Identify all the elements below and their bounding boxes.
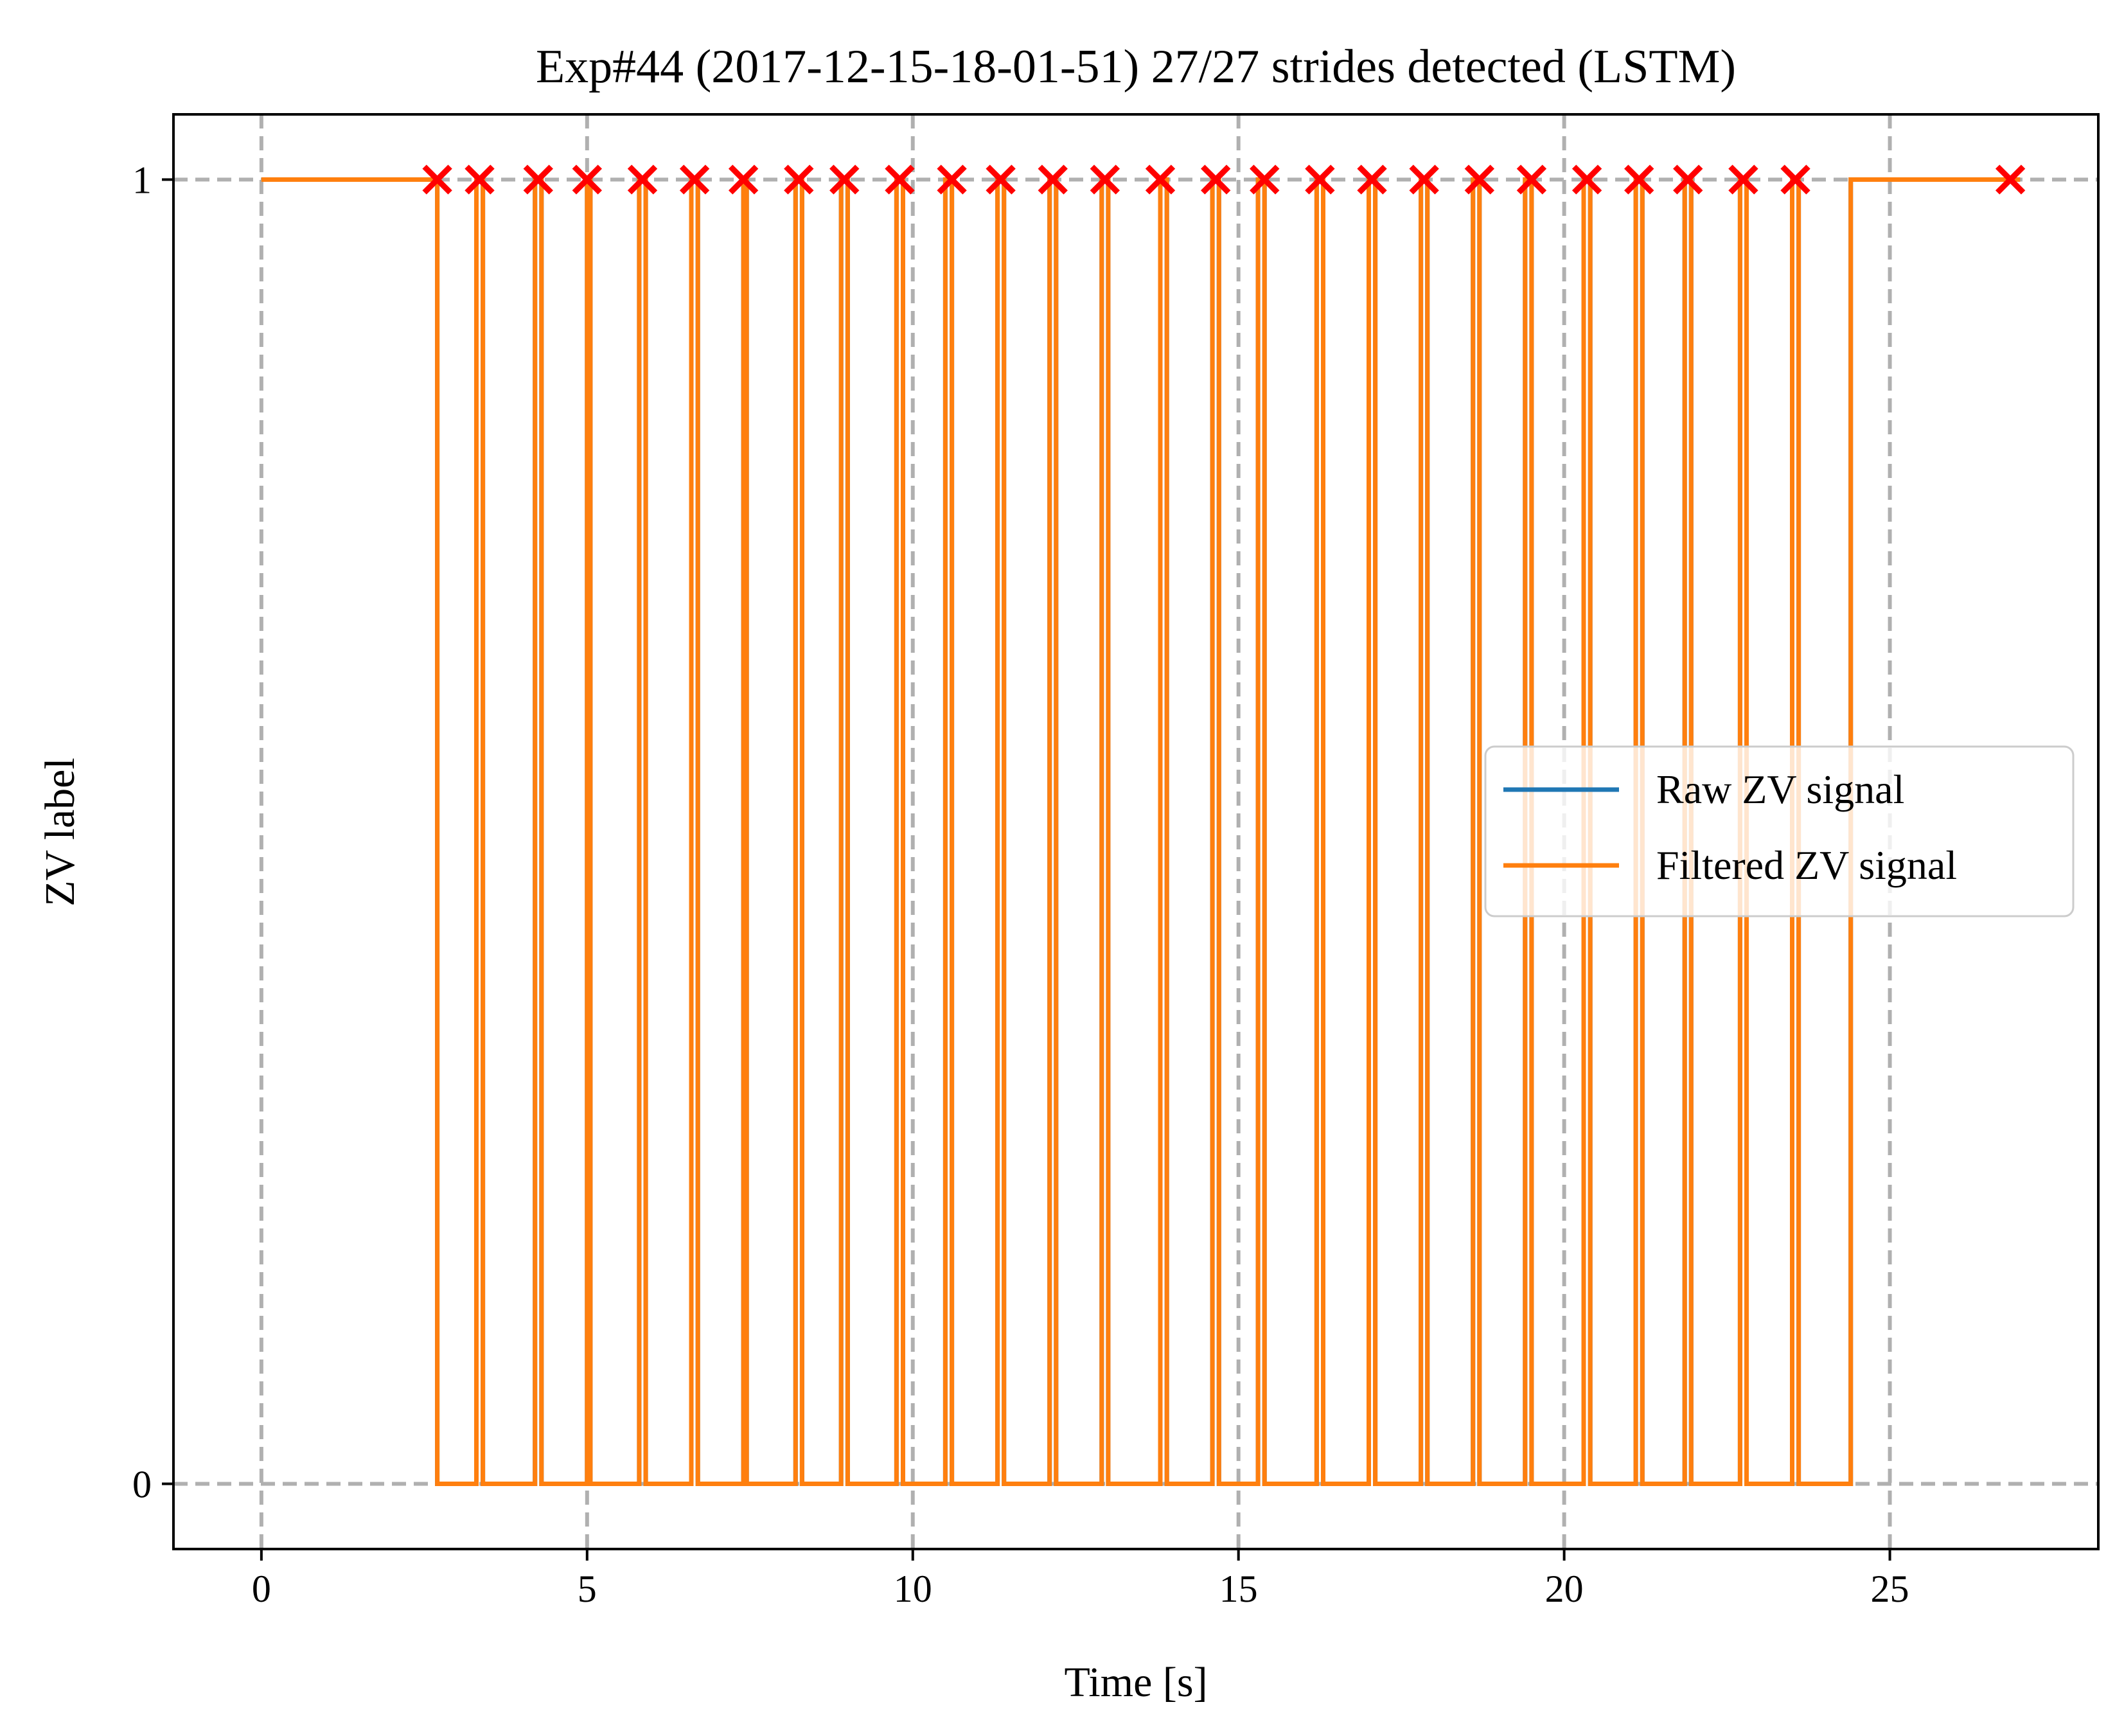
stride-marker bbox=[728, 164, 759, 195]
legend-label-raw: Raw ZV signal bbox=[1656, 766, 1904, 812]
stride-marker-stroke bbox=[986, 164, 1016, 195]
stride-marker bbox=[1516, 164, 1547, 195]
stride-marker bbox=[1995, 164, 2026, 195]
ticks: 0 5 10 15 20 25 0 1 bbox=[132, 159, 1909, 1611]
x-tick-label: 10 bbox=[894, 1568, 932, 1610]
legend-label-filtered: Filtered ZV signal bbox=[1656, 842, 1957, 888]
x-tick-label: 0 bbox=[252, 1568, 271, 1610]
stride-marker bbox=[572, 164, 602, 195]
stride-marker bbox=[1145, 164, 1176, 195]
stride-marker-stroke bbox=[627, 164, 658, 195]
stride-marker-stroke bbox=[1250, 164, 1280, 195]
stride-marker-stroke bbox=[1409, 164, 1439, 195]
stride-marker-stroke bbox=[572, 164, 602, 195]
stride-marker bbox=[1090, 164, 1120, 195]
stride-marker-stroke bbox=[885, 164, 915, 195]
stride-marker-stroke bbox=[1090, 164, 1120, 195]
stride-marker-stroke bbox=[1201, 164, 1231, 195]
x-tick-label: 20 bbox=[1545, 1568, 1584, 1610]
stride-marker-stroke bbox=[1780, 164, 1810, 195]
stride-marker-stroke bbox=[1305, 164, 1335, 195]
y-tick-label: 0 bbox=[132, 1464, 152, 1506]
x-tick-label: 25 bbox=[1871, 1568, 1909, 1610]
stride-marker bbox=[986, 164, 1016, 195]
stride-marker-stroke bbox=[523, 164, 553, 195]
stride-marker-stroke bbox=[1995, 164, 2026, 195]
stride-marker-stroke bbox=[784, 164, 814, 195]
stride-marker bbox=[1250, 164, 1280, 195]
y-tick-label: 1 bbox=[132, 159, 152, 202]
stride-marker-stroke bbox=[1357, 164, 1387, 195]
stride-marker-stroke bbox=[465, 164, 495, 195]
stride-marker-stroke bbox=[1038, 164, 1068, 195]
stride-marker bbox=[1464, 164, 1495, 195]
stride-marker-stroke bbox=[1571, 164, 1602, 195]
stride-marker-stroke bbox=[1728, 164, 1758, 195]
stride-marker bbox=[885, 164, 915, 195]
stride-marker-stroke bbox=[1516, 164, 1547, 195]
stride-marker-stroke bbox=[829, 164, 860, 195]
stride-marker bbox=[627, 164, 658, 195]
stride-marker bbox=[829, 164, 860, 195]
stride-marker-stroke bbox=[728, 164, 759, 195]
stride-marker bbox=[1673, 164, 1703, 195]
stride-marker bbox=[1780, 164, 1810, 195]
legend: Raw ZV signal Filtered ZV signal bbox=[1484, 745, 2075, 917]
stride-markers bbox=[422, 164, 2026, 195]
stride-marker bbox=[422, 164, 452, 195]
x-tick-label: 5 bbox=[578, 1568, 597, 1610]
stride-marker bbox=[1728, 164, 1758, 195]
axes-frame bbox=[172, 113, 2100, 1550]
stride-marker-stroke bbox=[1673, 164, 1703, 195]
stride-marker bbox=[465, 164, 495, 195]
legend-box bbox=[1484, 745, 2075, 917]
y-axis-label: ZV label bbox=[37, 757, 84, 907]
stride-marker bbox=[1571, 164, 1602, 195]
stride-marker bbox=[1038, 164, 1068, 195]
stride-marker-stroke bbox=[1145, 164, 1176, 195]
chart-title: Exp#44 (2017-12-15-18-01-51) 27/27 strid… bbox=[536, 40, 1736, 93]
stride-marker bbox=[1624, 164, 1654, 195]
stride-marker bbox=[784, 164, 814, 195]
x-tick-label: 15 bbox=[1219, 1568, 1258, 1610]
filtered-zv-signal-line bbox=[261, 177, 2021, 1486]
stride-marker-stroke bbox=[679, 164, 710, 195]
stride-marker-stroke bbox=[1624, 164, 1654, 195]
plot-area bbox=[261, 177, 2021, 1486]
stride-marker bbox=[1357, 164, 1387, 195]
stride-marker bbox=[1409, 164, 1439, 195]
stride-marker bbox=[1201, 164, 1231, 195]
stride-marker bbox=[937, 164, 967, 195]
stride-marker-stroke bbox=[937, 164, 967, 195]
stride-marker bbox=[523, 164, 553, 195]
stride-marker-stroke bbox=[1464, 164, 1495, 195]
stride-marker bbox=[679, 164, 710, 195]
x-axis-label: Time [s] bbox=[1064, 1659, 1207, 1706]
stride-marker-stroke bbox=[422, 164, 452, 195]
stride-marker bbox=[1305, 164, 1335, 195]
